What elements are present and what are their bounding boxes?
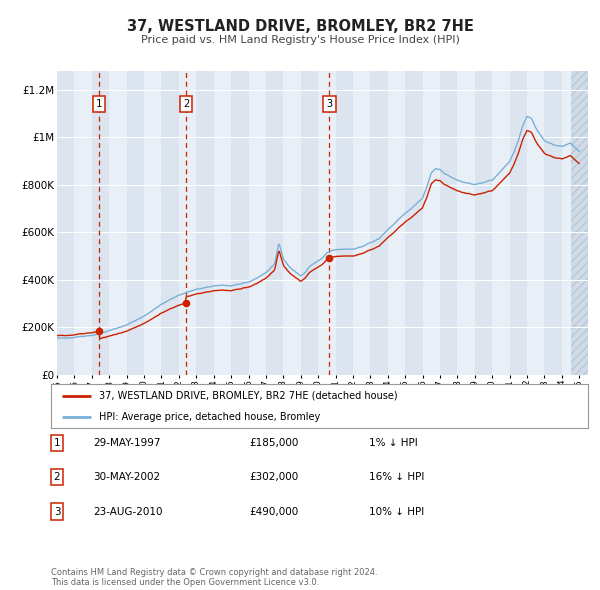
- Bar: [248, 71, 266, 375]
- Text: HPI: Average price, detached house, Bromley: HPI: Average price, detached house, Brom…: [100, 412, 320, 422]
- Bar: [544, 71, 562, 375]
- Bar: [301, 71, 318, 375]
- Bar: [144, 71, 161, 375]
- Text: 2: 2: [183, 99, 189, 109]
- Bar: [231, 71, 248, 375]
- Bar: [509, 71, 527, 375]
- Bar: [318, 71, 335, 375]
- Text: Contains HM Land Registry data © Crown copyright and database right 2024.: Contains HM Land Registry data © Crown c…: [51, 568, 377, 577]
- Bar: [57, 71, 74, 375]
- Bar: [571, 71, 588, 375]
- Bar: [475, 71, 492, 375]
- Bar: [457, 71, 475, 375]
- Bar: [440, 71, 457, 375]
- Bar: [127, 71, 144, 375]
- Text: 1% ↓ HPI: 1% ↓ HPI: [369, 438, 418, 448]
- Text: 1: 1: [53, 438, 61, 448]
- Bar: [74, 71, 92, 375]
- Bar: [370, 71, 388, 375]
- Text: £302,000: £302,000: [249, 473, 298, 482]
- Bar: [196, 71, 214, 375]
- Bar: [405, 71, 422, 375]
- Bar: [283, 71, 301, 375]
- Text: This data is licensed under the Open Government Licence v3.0.: This data is licensed under the Open Gov…: [51, 578, 319, 587]
- Text: 2: 2: [53, 473, 61, 482]
- Text: £185,000: £185,000: [249, 438, 298, 448]
- Text: 30-MAY-2002: 30-MAY-2002: [93, 473, 160, 482]
- Bar: [422, 71, 440, 375]
- Text: 16% ↓ HPI: 16% ↓ HPI: [369, 473, 424, 482]
- Text: 3: 3: [53, 507, 61, 516]
- Bar: [179, 71, 196, 375]
- Text: 1: 1: [96, 99, 102, 109]
- Bar: [527, 71, 544, 375]
- Bar: [214, 71, 231, 375]
- Bar: [335, 71, 353, 375]
- Text: 37, WESTLAND DRIVE, BROMLEY, BR2 7HE (detached house): 37, WESTLAND DRIVE, BROMLEY, BR2 7HE (de…: [100, 391, 398, 401]
- Bar: [579, 71, 597, 375]
- Bar: [492, 71, 509, 375]
- Bar: [109, 71, 127, 375]
- Text: £490,000: £490,000: [249, 507, 298, 516]
- Text: 37, WESTLAND DRIVE, BROMLEY, BR2 7HE: 37, WESTLAND DRIVE, BROMLEY, BR2 7HE: [127, 19, 473, 34]
- Bar: [92, 71, 109, 375]
- Bar: [161, 71, 179, 375]
- Bar: [388, 71, 405, 375]
- Text: 23-AUG-2010: 23-AUG-2010: [93, 507, 163, 516]
- Text: Price paid vs. HM Land Registry's House Price Index (HPI): Price paid vs. HM Land Registry's House …: [140, 35, 460, 44]
- Bar: [353, 71, 370, 375]
- Text: 10% ↓ HPI: 10% ↓ HPI: [369, 507, 424, 516]
- Text: 29-MAY-1997: 29-MAY-1997: [93, 438, 161, 448]
- Bar: [266, 71, 283, 375]
- Text: 3: 3: [326, 99, 332, 109]
- Bar: [562, 71, 579, 375]
